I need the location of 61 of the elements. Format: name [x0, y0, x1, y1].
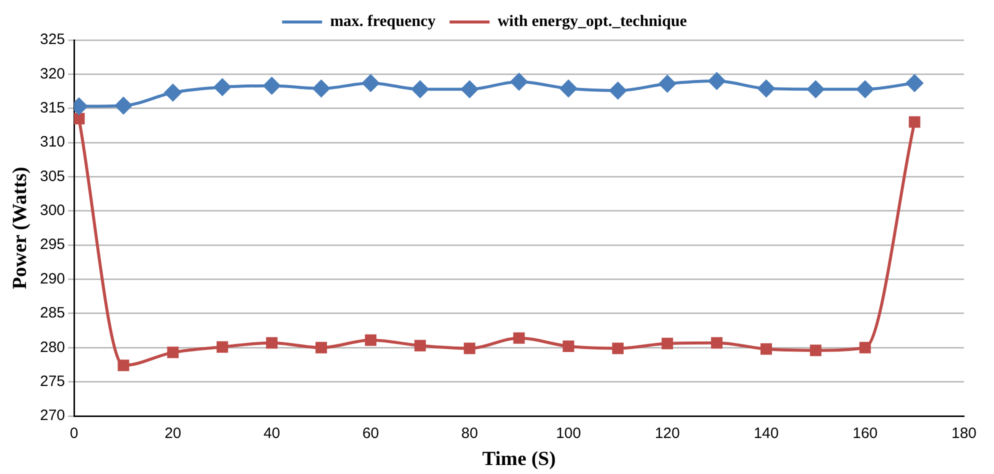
x-tick-label: 100	[556, 425, 581, 442]
point	[167, 346, 179, 358]
point	[266, 337, 278, 349]
point	[412, 80, 429, 98]
x-tick-label: 0	[70, 425, 78, 442]
point	[658, 75, 676, 92]
point	[414, 340, 426, 352]
point	[708, 72, 726, 90]
x-tick-label: 40	[263, 425, 280, 442]
point	[807, 80, 824, 98]
legend-label: max. frequency	[330, 13, 436, 30]
point	[810, 344, 822, 356]
point	[362, 74, 380, 92]
x-tick-label: 60	[362, 425, 380, 442]
point	[461, 80, 478, 98]
y-tick-label: 295	[40, 236, 66, 254]
y-tick-label: 285	[40, 304, 66, 322]
y-axis-title: Power (Watts)	[9, 166, 32, 290]
point	[316, 342, 327, 354]
point	[118, 360, 130, 372]
y-tick-label: 325	[40, 31, 66, 48]
y-tick-label: 300	[40, 202, 66, 220]
x-tick-label: 160	[852, 425, 878, 442]
y-tick-label: 315	[40, 100, 66, 117]
point	[562, 340, 574, 352]
point	[214, 78, 231, 96]
point	[263, 77, 280, 94]
x-tick-label: 20	[164, 425, 182, 442]
point	[609, 82, 626, 100]
point	[906, 74, 924, 92]
y-tick-label: 280	[40, 338, 66, 356]
point	[612, 342, 624, 354]
point	[513, 332, 525, 344]
point	[510, 73, 528, 90]
x-tick-label: 120	[654, 425, 680, 442]
point	[312, 80, 330, 98]
point	[859, 342, 871, 354]
x-tick-label: 180	[951, 425, 977, 442]
point	[760, 343, 772, 355]
y-tick-label: 275	[40, 372, 66, 390]
point	[758, 80, 775, 98]
y-tick-label: 270	[40, 407, 66, 424]
point	[662, 338, 674, 350]
y-tick-label: 290	[40, 270, 66, 288]
point	[711, 337, 723, 349]
point	[114, 97, 132, 114]
y-tick-label: 310	[40, 134, 66, 151]
point	[856, 80, 874, 98]
x-axis-title: Time (S)	[482, 448, 556, 470]
point	[464, 342, 476, 354]
y-tick-label: 320	[40, 65, 66, 82]
y-tick-label: 305	[40, 168, 66, 185]
point	[74, 112, 85, 124]
point	[216, 341, 228, 353]
legend-label: with energy_opt._technique	[498, 13, 687, 30]
x-tick-label: 140	[754, 425, 779, 442]
point	[908, 116, 920, 128]
point	[364, 334, 376, 346]
x-tick-label: 80	[461, 425, 478, 442]
point	[164, 84, 182, 102]
point	[560, 80, 577, 98]
